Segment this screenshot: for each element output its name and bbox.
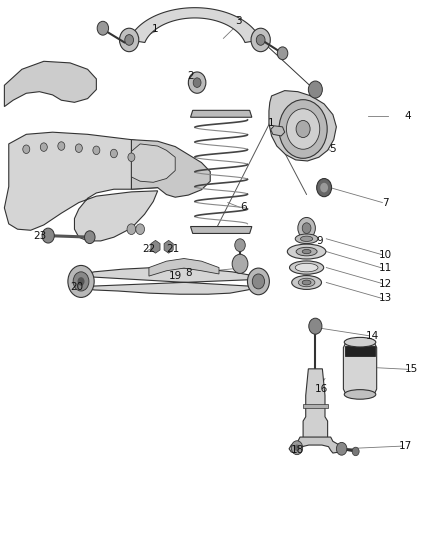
- Circle shape: [120, 28, 139, 52]
- Polygon shape: [151, 240, 160, 253]
- Circle shape: [110, 149, 117, 158]
- Polygon shape: [77, 268, 261, 294]
- Circle shape: [127, 224, 136, 235]
- Circle shape: [73, 272, 89, 291]
- Polygon shape: [4, 132, 188, 241]
- Text: 11: 11: [379, 263, 392, 273]
- Circle shape: [42, 228, 54, 243]
- Text: 17: 17: [399, 441, 412, 451]
- Ellipse shape: [295, 263, 318, 272]
- Circle shape: [256, 35, 265, 45]
- Text: 9: 9: [316, 236, 323, 246]
- Circle shape: [128, 153, 135, 161]
- Text: 13: 13: [379, 294, 392, 303]
- Polygon shape: [345, 346, 375, 356]
- Circle shape: [247, 268, 269, 295]
- Text: 23: 23: [33, 231, 46, 241]
- Circle shape: [125, 35, 134, 45]
- Text: 16: 16: [315, 384, 328, 394]
- Circle shape: [308, 81, 322, 98]
- Ellipse shape: [302, 249, 311, 254]
- Text: 3: 3: [235, 17, 242, 26]
- Circle shape: [85, 231, 95, 244]
- Circle shape: [40, 143, 47, 151]
- Circle shape: [68, 265, 94, 297]
- Circle shape: [336, 442, 347, 455]
- Circle shape: [309, 318, 322, 334]
- Circle shape: [279, 100, 327, 158]
- Ellipse shape: [344, 337, 376, 347]
- Text: 21: 21: [166, 244, 180, 254]
- Circle shape: [302, 223, 311, 233]
- Circle shape: [97, 21, 109, 35]
- Text: 8: 8: [185, 268, 192, 278]
- Circle shape: [136, 224, 145, 235]
- Text: 22: 22: [142, 244, 155, 254]
- Ellipse shape: [290, 261, 324, 274]
- Circle shape: [93, 146, 100, 155]
- Circle shape: [251, 28, 270, 52]
- Circle shape: [23, 145, 30, 154]
- Polygon shape: [191, 110, 252, 117]
- Circle shape: [294, 445, 300, 451]
- Circle shape: [352, 447, 359, 456]
- Circle shape: [232, 254, 248, 273]
- Polygon shape: [164, 240, 173, 253]
- Text: 1: 1: [268, 118, 275, 127]
- Circle shape: [291, 441, 303, 455]
- Circle shape: [58, 142, 65, 150]
- Ellipse shape: [300, 236, 313, 241]
- Ellipse shape: [298, 278, 315, 287]
- Circle shape: [193, 78, 201, 87]
- Polygon shape: [289, 437, 342, 453]
- Text: 20: 20: [70, 282, 83, 292]
- Text: 5: 5: [329, 144, 336, 154]
- Ellipse shape: [287, 244, 326, 259]
- Polygon shape: [131, 144, 175, 182]
- Circle shape: [317, 179, 332, 197]
- Polygon shape: [4, 61, 96, 107]
- Polygon shape: [303, 369, 328, 440]
- Polygon shape: [343, 342, 377, 394]
- Polygon shape: [191, 227, 252, 233]
- Circle shape: [298, 217, 315, 239]
- Text: 7: 7: [382, 198, 389, 207]
- Text: 4: 4: [404, 111, 411, 121]
- Ellipse shape: [292, 276, 321, 289]
- Ellipse shape: [344, 390, 376, 399]
- Circle shape: [320, 183, 328, 192]
- Polygon shape: [149, 259, 219, 276]
- Polygon shape: [131, 140, 210, 197]
- Text: 14: 14: [366, 331, 379, 341]
- Ellipse shape: [295, 234, 318, 244]
- Circle shape: [277, 47, 288, 60]
- Text: 18: 18: [291, 446, 304, 455]
- Text: 10: 10: [379, 250, 392, 260]
- Text: 19: 19: [169, 271, 182, 281]
- Circle shape: [78, 277, 85, 286]
- Text: 1: 1: [152, 25, 159, 34]
- Circle shape: [188, 72, 206, 93]
- Polygon shape: [129, 7, 261, 43]
- Ellipse shape: [296, 247, 317, 256]
- Polygon shape: [271, 126, 285, 136]
- Ellipse shape: [302, 280, 311, 285]
- Circle shape: [75, 144, 82, 152]
- Circle shape: [235, 239, 245, 252]
- Polygon shape: [269, 91, 336, 161]
- Circle shape: [296, 120, 310, 138]
- Polygon shape: [303, 404, 328, 408]
- Text: 6: 6: [240, 202, 247, 212]
- Circle shape: [252, 274, 265, 289]
- Text: 15: 15: [405, 365, 418, 374]
- Text: 2: 2: [187, 71, 194, 80]
- Text: 12: 12: [379, 279, 392, 288]
- Circle shape: [286, 109, 320, 149]
